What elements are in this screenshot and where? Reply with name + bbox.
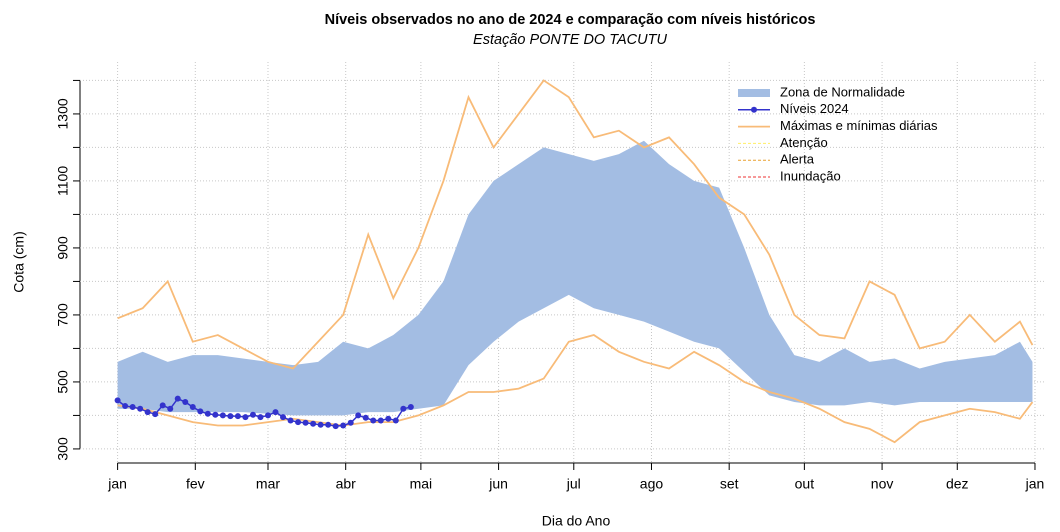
series-point: [332, 423, 339, 430]
x-tick-label: nov: [871, 476, 894, 492]
x-tick-label: jun: [488, 476, 508, 492]
series-point: [347, 419, 354, 426]
y-tick-label: 1100: [55, 166, 71, 196]
x-tick-label: mar: [256, 476, 280, 492]
series-point: [167, 405, 174, 412]
chart-title: Níveis observados no ano de 2024 e compa…: [325, 12, 816, 28]
x-tick-label: mai: [410, 476, 433, 492]
y-tick-label: 500: [55, 370, 71, 394]
legend-key: [751, 106, 757, 113]
series-point: [197, 408, 204, 415]
x-tick-label: fev: [186, 476, 205, 492]
series-point: [129, 404, 136, 411]
series-point: [385, 415, 392, 422]
y-tick-label: 300: [55, 437, 71, 461]
series-point: [114, 397, 121, 404]
x-tick-label: jan: [107, 476, 127, 492]
y-tick-label: 700: [55, 303, 71, 327]
series-point: [137, 405, 144, 412]
legend-label: Máximas e mínimas diárias: [780, 118, 938, 133]
series-point: [189, 404, 196, 411]
legend-label: Alerta: [780, 152, 815, 167]
series-point: [392, 417, 399, 424]
series-point: [257, 414, 264, 421]
series-point: [234, 413, 241, 420]
series-line: [117, 397, 412, 427]
x-tick-label: set: [720, 476, 739, 492]
series-point: [377, 417, 384, 424]
extreme-line: [117, 79, 1034, 370]
series-point: [287, 417, 294, 424]
series-point: [212, 411, 219, 418]
legend-label: Atenção: [780, 135, 828, 150]
series-point: [302, 419, 309, 426]
chart-subtitle: Estação PONTE DO TACUTU: [473, 32, 667, 48]
series-point: [272, 409, 279, 416]
series-point: [182, 399, 189, 406]
series-point: [219, 412, 226, 419]
series-point: [355, 412, 362, 419]
series-point: [400, 405, 407, 412]
legend-label: Níveis 2024: [780, 101, 849, 116]
legend-label: Zona de Normalidade: [780, 84, 905, 99]
series-point: [370, 417, 377, 424]
series-point: [122, 403, 129, 410]
series-point: [340, 422, 347, 429]
series-point: [204, 410, 211, 417]
series-point: [317, 421, 324, 428]
series-point: [227, 413, 234, 420]
series-point: [152, 411, 159, 418]
x-tick-label: jan: [1025, 476, 1045, 492]
x-tick-label: ago: [640, 476, 664, 492]
y-tick-label: 1300: [55, 98, 71, 129]
series-point: [362, 414, 369, 421]
extreme-line: [117, 334, 1034, 444]
series-point: [144, 409, 151, 416]
x-tick-label: jul: [566, 476, 581, 492]
series-point: [280, 414, 287, 421]
series-point: [159, 402, 166, 409]
series-point: [407, 404, 414, 411]
series-point: [325, 421, 332, 428]
x-tick-label: out: [795, 476, 815, 492]
y-tick-label: 900: [55, 236, 71, 260]
series-point: [242, 414, 249, 421]
series-point: [174, 395, 181, 402]
legend-label: Inundação: [780, 168, 841, 183]
series-point: [264, 412, 271, 419]
series-point: [295, 419, 302, 426]
series-point: [249, 411, 256, 418]
x-axis-label: Dia do Ano: [542, 513, 611, 529]
x-tick-label: dez: [946, 476, 969, 492]
x-tick-label: abr: [336, 476, 357, 492]
series-point: [310, 420, 317, 427]
y-axis-label: Cota (cm): [11, 231, 27, 292]
normal-zone: [117, 140, 1033, 416]
